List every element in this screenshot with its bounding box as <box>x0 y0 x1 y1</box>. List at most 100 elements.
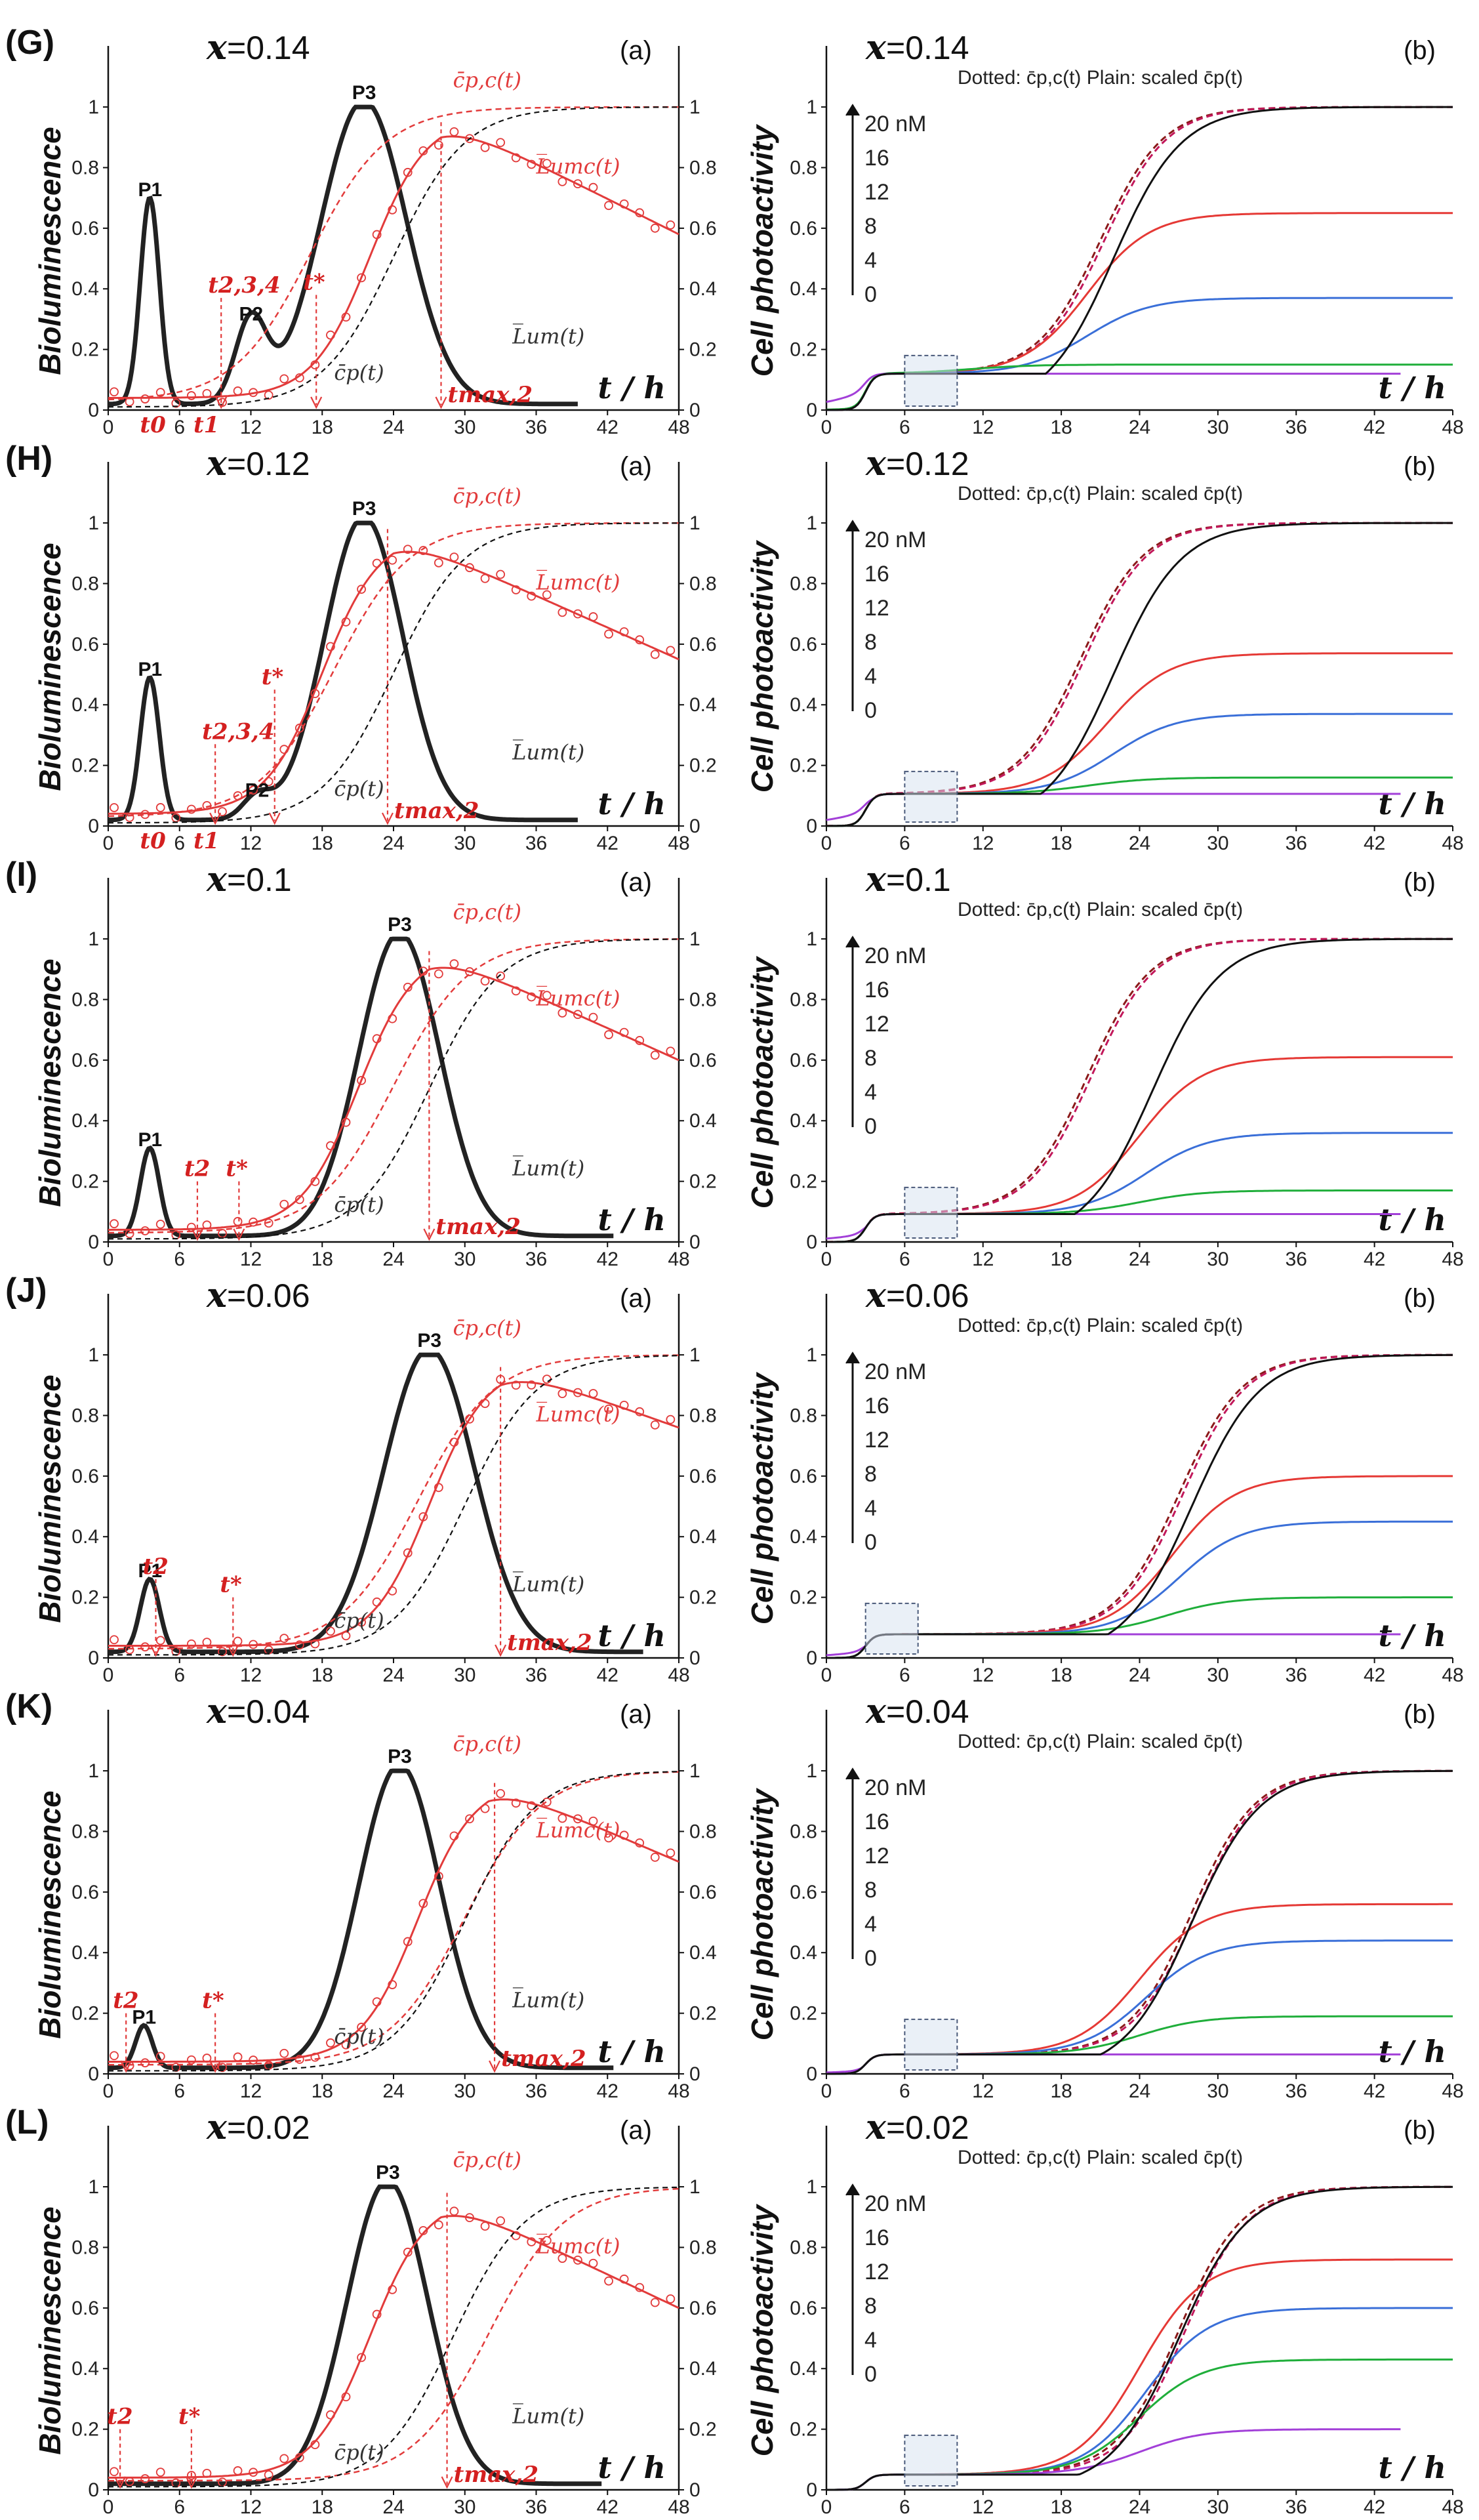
legend-label: 4 <box>864 2328 877 2353</box>
xtick-label-b: 6 <box>899 1249 910 1270</box>
xtick-label-a: 12 <box>240 2080 262 2102</box>
lumc-data-point <box>403 2247 413 2257</box>
cp-dashed-curve <box>108 938 679 1240</box>
peak-label-P1: P1 <box>138 179 162 201</box>
ytick-label-a: 0.8 <box>71 573 99 594</box>
peak-label-P1: P1 <box>138 659 162 680</box>
xtick-label-b: 12 <box>972 833 994 854</box>
lumc-data-point <box>110 2467 119 2477</box>
zoom-box <box>904 2434 958 2487</box>
xtick-label-b: 30 <box>1207 833 1228 854</box>
lumc-data-point <box>186 804 196 814</box>
x-label-a: t / h <box>598 2034 666 2069</box>
xtick-label-b: 48 <box>1442 833 1463 854</box>
sub-label-b: (b) <box>1404 2116 1436 2145</box>
lumc-data-point <box>357 585 366 594</box>
dose-note: Dotted: c̄p,c(t) Plain: scaled c̄p(t) <box>958 2147 1243 2168</box>
lumc-data-point <box>527 992 537 1002</box>
legend-label: 4 <box>864 1496 877 1521</box>
lumc-data-point <box>635 2282 645 2292</box>
cp-dashed-curve <box>108 106 679 408</box>
annotation-lum: L̅um(t) <box>512 323 584 349</box>
lumc-data-point <box>588 1012 598 1022</box>
lumc-data-point <box>527 1801 537 1811</box>
ytick-label-b: 0.4 <box>790 1526 817 1548</box>
lumc-data-point <box>542 2236 552 2245</box>
ytick-label-a-right: 0.4 <box>689 1942 717 1964</box>
time-marker-tmax,2: tmax,2 <box>436 1214 520 1240</box>
lumc-data-point <box>573 1010 582 1020</box>
lumc-data-point <box>511 585 521 594</box>
annotation-lum: L̅um(t) <box>512 1155 584 1181</box>
time-marker-arrow <box>209 2060 222 2073</box>
y-label-photoactivity: Cell photoactivity <box>745 539 779 793</box>
xtick-label-a: 12 <box>240 417 262 438</box>
legend-label: 20 nM <box>864 112 927 136</box>
x-symbol: x <box>206 28 228 68</box>
xtick-label-b: 36 <box>1286 833 1307 854</box>
sub-label-a: (a) <box>620 36 652 65</box>
time-marker-tmax,2: tmax,2 <box>448 382 533 408</box>
lumc-data-point <box>388 1980 397 1989</box>
lumc-data-point <box>449 2206 459 2216</box>
lumc-data-point <box>650 1420 660 1430</box>
time-marker-t*: t* <box>178 2404 201 2430</box>
lumc-data-point <box>573 609 582 619</box>
xtick-label-a: 12 <box>240 1249 262 1270</box>
annotation-cp: c̄p(t) <box>334 2440 384 2465</box>
lumc-data-point <box>186 1222 196 1232</box>
legend-label: 4 <box>864 248 877 273</box>
xtick-label-b: 30 <box>1207 1664 1228 1686</box>
ytick-label-b: 0.2 <box>790 339 817 361</box>
time-marker-arrow <box>310 396 323 409</box>
ytick-label-a: 1 <box>88 2176 99 2198</box>
xtick-label-b: 24 <box>1129 1664 1150 1686</box>
lumc-data-point <box>140 1226 150 1235</box>
legend-label: 16 <box>864 978 889 1002</box>
ytick-label-a: 1 <box>88 1760 99 1782</box>
time-marker-t*: t* <box>262 664 284 690</box>
xtick-label-a: 0 <box>103 2496 114 2518</box>
lumc-data-point <box>264 2470 274 2480</box>
lumc-data-point <box>372 1597 382 1607</box>
lumc-data-point <box>110 1635 119 1645</box>
ytick-label-b: 0.6 <box>790 1882 817 1903</box>
ytick-label-a-right: 0.8 <box>689 1405 717 1426</box>
time-marker-t*: t* <box>220 1572 242 1598</box>
x-symbol: x <box>865 28 887 68</box>
x-symbol: x <box>865 444 887 484</box>
ytick-label-b: 1 <box>806 96 817 118</box>
ytick-label-b: 0 <box>806 400 817 421</box>
lumc-data-point <box>264 777 274 787</box>
legend-label: 16 <box>864 562 889 587</box>
xtick-label-a: 36 <box>525 1664 547 1686</box>
lumc-data-point <box>418 546 428 555</box>
lumc-data-point <box>434 969 443 979</box>
xtick-label-a: 30 <box>454 1249 476 1270</box>
lumc-data-point <box>619 1830 629 1840</box>
lumc-data-point <box>357 1075 366 1085</box>
ytick-label-b: 0.6 <box>790 2298 817 2319</box>
ytick-label-a-right: 0.2 <box>689 1587 717 1609</box>
lumc-data-point <box>388 205 397 215</box>
xtick-label-b: 0 <box>821 417 832 438</box>
lumc-data-point <box>357 1617 366 1627</box>
x-value: =0.12 <box>227 445 310 482</box>
legend-label: 16 <box>864 1809 889 1834</box>
lumc-data-point <box>341 1631 351 1641</box>
lumc-data-point <box>186 2055 196 2065</box>
bioluminescence-curve <box>108 936 614 1239</box>
time-marker-t1: t1 <box>193 412 219 438</box>
ytick-label-a-right: 0.6 <box>689 1050 717 1071</box>
lumc-data-point <box>573 1388 582 1397</box>
lumc-data-point <box>434 1483 443 1493</box>
time-marker-arrow <box>191 1228 203 1241</box>
xtick-label-a: 0 <box>103 417 114 438</box>
legend-label: 0 <box>864 1114 877 1139</box>
x-label-b: t / h <box>1378 370 1446 405</box>
lumc-data-point <box>573 1814 582 1824</box>
lumc-data-point <box>233 1216 243 1226</box>
ytick-label-a: 0.6 <box>71 1466 99 1487</box>
lumc-data-point <box>635 1838 645 1848</box>
xtick-label-b: 12 <box>972 417 994 438</box>
